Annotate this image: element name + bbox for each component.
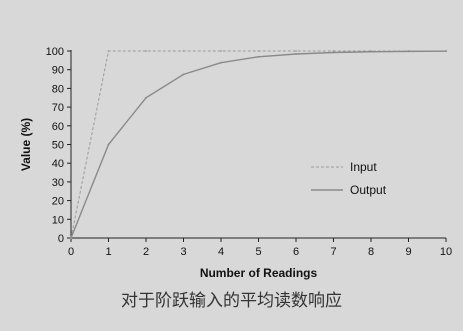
x-tick-label: 7 — [330, 246, 336, 258]
data-point-input — [295, 50, 297, 52]
y-tick-label: 30 — [52, 177, 64, 189]
data-point-output — [295, 53, 297, 55]
data-point-input — [145, 50, 147, 52]
data-point-input — [182, 50, 185, 52]
x-tick-label: 8 — [368, 246, 374, 258]
x-tick-label: 4 — [218, 246, 224, 258]
y-tick-label: 80 — [52, 83, 64, 95]
data-point-output — [257, 55, 260, 58]
y-tick-label: 20 — [52, 196, 64, 208]
x-axis-title: Number of Readings — [200, 266, 318, 280]
data-point-input — [220, 50, 222, 52]
data-point-input — [257, 50, 260, 52]
y-tick-label: 0 — [58, 233, 64, 245]
x-tick-label: 6 — [293, 246, 299, 258]
y-axis-title: Value (%) — [19, 118, 33, 171]
chart-caption: 对于阶跃输入的平均读数响应 — [121, 291, 342, 311]
chart-svg: 0 10 20 30 40 50 60 70 80 90 100 0 1 2 3 4 5 6 7 8 9 10 Number… — [19, 46, 452, 280]
x-tick-label: 5 — [255, 246, 261, 258]
data-point-output — [220, 61, 222, 64]
y-tick-label: 40 — [52, 158, 64, 170]
data-point-output — [407, 50, 410, 53]
data-point-input — [332, 50, 335, 52]
data-point-input — [107, 50, 110, 52]
legend-label-output: Output — [350, 183, 387, 197]
x-tick-label: 0 — [68, 246, 74, 258]
data-point-output — [107, 143, 110, 146]
x-tick-label: 10 — [440, 246, 452, 258]
y-tick-label: 10 — [52, 214, 64, 226]
y-tick-label: 70 — [52, 102, 64, 114]
legend-label-input: Input — [350, 160, 377, 174]
data-point-output — [370, 50, 372, 53]
data-point-output — [145, 96, 147, 99]
y-tick-label: 100 — [46, 46, 64, 58]
data-point-output — [70, 237, 72, 239]
data-point-output — [332, 51, 335, 54]
y-tick-label: 90 — [52, 65, 64, 77]
x-tick-label: 3 — [180, 246, 186, 258]
data-point-output — [182, 73, 185, 76]
data-point-output — [445, 50, 447, 53]
x-tick-label: 1 — [105, 246, 111, 258]
series-line-output — [70, 50, 447, 239]
x-tick-label: 2 — [143, 246, 149, 258]
y-tick-label: 50 — [52, 140, 64, 152]
series-line-input — [70, 50, 446, 239]
x-tick-label: 9 — [405, 246, 411, 258]
y-tick-label: 60 — [52, 121, 64, 133]
